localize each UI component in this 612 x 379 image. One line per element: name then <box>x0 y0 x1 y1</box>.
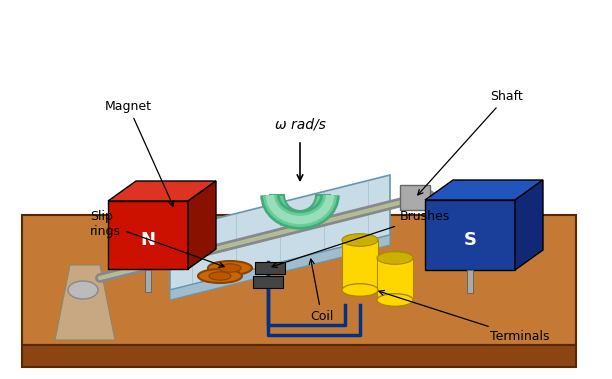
Text: ω rad/s: ω rad/s <box>275 118 326 132</box>
Polygon shape <box>145 270 151 292</box>
Text: Terminals: Terminals <box>379 290 550 343</box>
Wedge shape <box>270 195 330 225</box>
Ellipse shape <box>68 281 98 299</box>
Ellipse shape <box>219 264 241 272</box>
Polygon shape <box>170 235 390 300</box>
Polygon shape <box>467 270 473 293</box>
Ellipse shape <box>342 284 378 296</box>
Polygon shape <box>425 180 543 200</box>
Polygon shape <box>377 258 413 300</box>
Ellipse shape <box>377 294 413 306</box>
Polygon shape <box>22 345 576 367</box>
Polygon shape <box>55 265 115 340</box>
Text: S: S <box>463 231 477 249</box>
Ellipse shape <box>208 261 252 275</box>
Polygon shape <box>342 240 378 290</box>
Ellipse shape <box>198 269 242 283</box>
Polygon shape <box>108 201 188 269</box>
Text: Shaft: Shaft <box>418 90 523 195</box>
Polygon shape <box>253 276 283 288</box>
Polygon shape <box>22 215 576 345</box>
Text: N: N <box>141 231 155 249</box>
Ellipse shape <box>377 252 413 264</box>
Polygon shape <box>425 200 515 270</box>
Text: Coil: Coil <box>309 259 334 323</box>
Polygon shape <box>515 180 543 270</box>
Ellipse shape <box>209 272 231 280</box>
Polygon shape <box>188 181 216 269</box>
Polygon shape <box>400 185 430 210</box>
Text: Magnet: Magnet <box>105 100 174 206</box>
Ellipse shape <box>342 234 378 246</box>
Text: Slip
rings: Slip rings <box>90 210 224 267</box>
Polygon shape <box>108 181 216 201</box>
Polygon shape <box>170 175 390 290</box>
Text: Brushes: Brushes <box>272 210 450 268</box>
Polygon shape <box>255 262 285 274</box>
